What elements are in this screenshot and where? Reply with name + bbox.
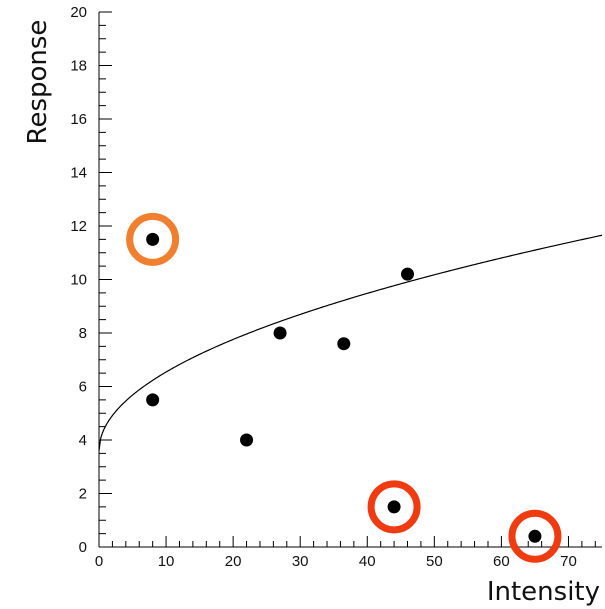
data-point: [240, 433, 254, 447]
y-tick-label: 10: [70, 272, 87, 289]
data-point: [273, 326, 287, 340]
y-tick-label: 20: [70, 4, 87, 21]
data-point: [337, 337, 351, 351]
x-axis-label: Intensity: [487, 577, 600, 607]
y-tick-label: 12: [70, 218, 87, 235]
highlight-circles: [126, 212, 562, 563]
data-point: [146, 393, 160, 407]
y-tick-label: 14: [70, 165, 87, 182]
ticks: [98, 11, 596, 548]
x-tick-label: 70: [560, 553, 577, 570]
x-tick-label: 30: [292, 553, 309, 570]
y-tick-label: 0: [79, 539, 87, 556]
highlight-ring: [126, 212, 180, 266]
data-point: [401, 267, 415, 281]
highlight-ring: [508, 509, 562, 563]
highlight-ring: [367, 480, 421, 534]
x-tick-label: 60: [493, 553, 510, 570]
y-tick-label: 2: [79, 486, 87, 503]
y-tick-label: 16: [70, 111, 87, 128]
y-tick-label: 18: [70, 58, 87, 75]
tick-labels: 0 10 20 30 40 50 60 70 0 2 4 6 8 10 12 14 16 18 20: [70, 4, 576, 570]
x-tick-label: 0: [95, 553, 103, 570]
fit-curve: [98, 234, 603, 451]
x-tick-label: 20: [225, 553, 242, 570]
y-tick-label: 8: [79, 325, 87, 342]
data-point: [146, 232, 160, 246]
x-tick-label: 40: [359, 553, 376, 570]
data-points: [146, 232, 542, 543]
x-tick-label: 10: [158, 553, 175, 570]
y-tick-label: 4: [79, 432, 87, 449]
y-axis-label: Response: [23, 20, 53, 145]
axes: [98, 12, 602, 548]
y-tick-label: 6: [79, 379, 87, 396]
data-point: [528, 529, 542, 543]
x-tick-label: 50: [426, 553, 443, 570]
data-point: [387, 500, 401, 514]
